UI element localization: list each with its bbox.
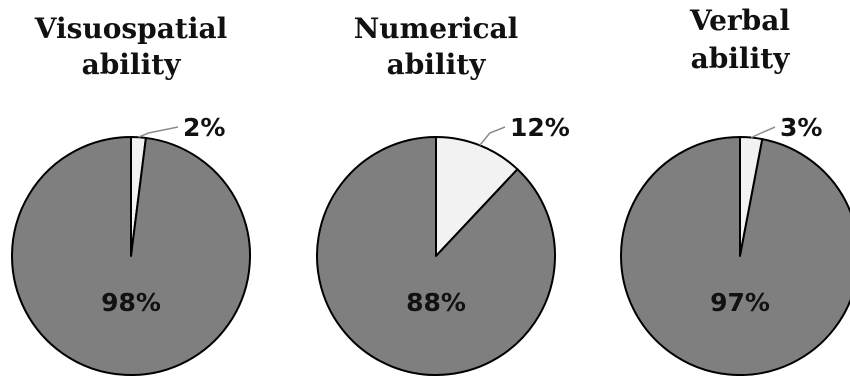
leader-line xyxy=(138,126,179,138)
pie-slice-1 xyxy=(435,136,519,257)
chart-title-line-2: ability xyxy=(82,48,182,81)
slice-label-large: 98% xyxy=(101,288,161,317)
chart-title-line-2: ability xyxy=(691,42,791,75)
leader-line xyxy=(479,126,506,146)
slice-label-small: 2% xyxy=(183,113,225,142)
chart-title-line-1: Verbal xyxy=(689,4,790,37)
chart-title-line-1: Numerical xyxy=(354,12,519,45)
pie-slice-2 xyxy=(11,136,252,376)
slice-label-large: 88% xyxy=(406,288,466,317)
slice-label-large: 97% xyxy=(710,288,770,317)
pie-slice-2 xyxy=(316,136,556,376)
slice-label-small: 3% xyxy=(780,113,822,142)
chart-title-line-2: ability xyxy=(387,48,487,81)
pie-slice-2 xyxy=(620,136,850,376)
chart-title-line-1: Visuospatial xyxy=(34,12,228,45)
slice-label-small: 12% xyxy=(510,113,570,142)
pie-chart-3: Verbal ability 3% 97% xyxy=(620,4,850,376)
leader-line xyxy=(750,126,776,139)
